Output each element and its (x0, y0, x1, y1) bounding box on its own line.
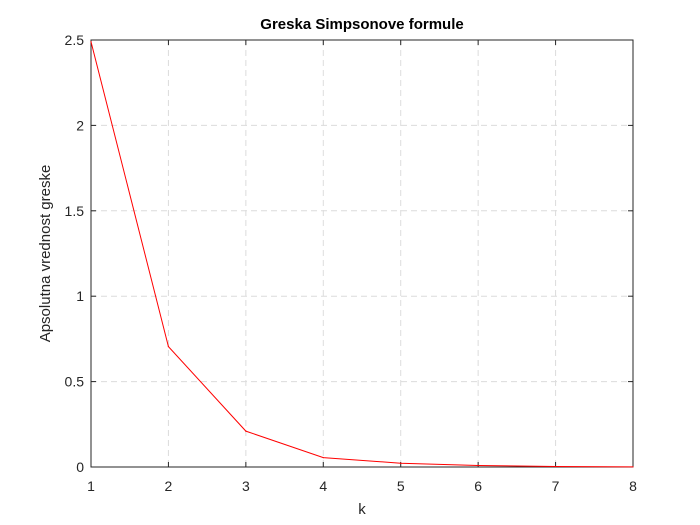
data-point (554, 465, 557, 468)
chart-title: Greska Simpsonove formule (260, 16, 463, 33)
y-tick-label: 0.5 (65, 374, 85, 390)
data-point (632, 466, 634, 468)
y-tick-label: 1.5 (65, 203, 85, 219)
plot-area-frame (90, 39, 634, 468)
x-tick-label: 8 (629, 478, 637, 494)
x-tick-label: 1 (87, 478, 95, 494)
y-tick-label: 2 (76, 117, 84, 133)
ticks-layer: 1 2 3 4 5 6 7 8 0 0.5 1 1.5 2 2.5 (65, 32, 638, 494)
data-point (322, 457, 324, 459)
series-layer (90, 41, 634, 468)
series-line-0 (90, 41, 634, 468)
grid-layer (90, 39, 634, 468)
data-point (245, 430, 247, 432)
x-tick-label: 6 (474, 478, 482, 494)
data-point (400, 462, 402, 464)
x-tick-label: 2 (165, 478, 173, 494)
y-axis-label: Apsolutna vrednost greske (37, 165, 54, 343)
x-tick-label: 5 (397, 478, 405, 494)
y-tick-label: 1 (76, 288, 84, 304)
data-point (167, 345, 170, 348)
y-tick-label: 0 (76, 459, 84, 475)
x-axis-label: k (358, 501, 366, 518)
x-tick-label: 3 (242, 478, 250, 494)
x-tick-label: 7 (552, 478, 560, 494)
data-point (477, 464, 479, 467)
x-tick-label: 4 (319, 478, 327, 494)
data-point (90, 41, 92, 43)
y-tick-label: 2.5 (65, 32, 85, 48)
